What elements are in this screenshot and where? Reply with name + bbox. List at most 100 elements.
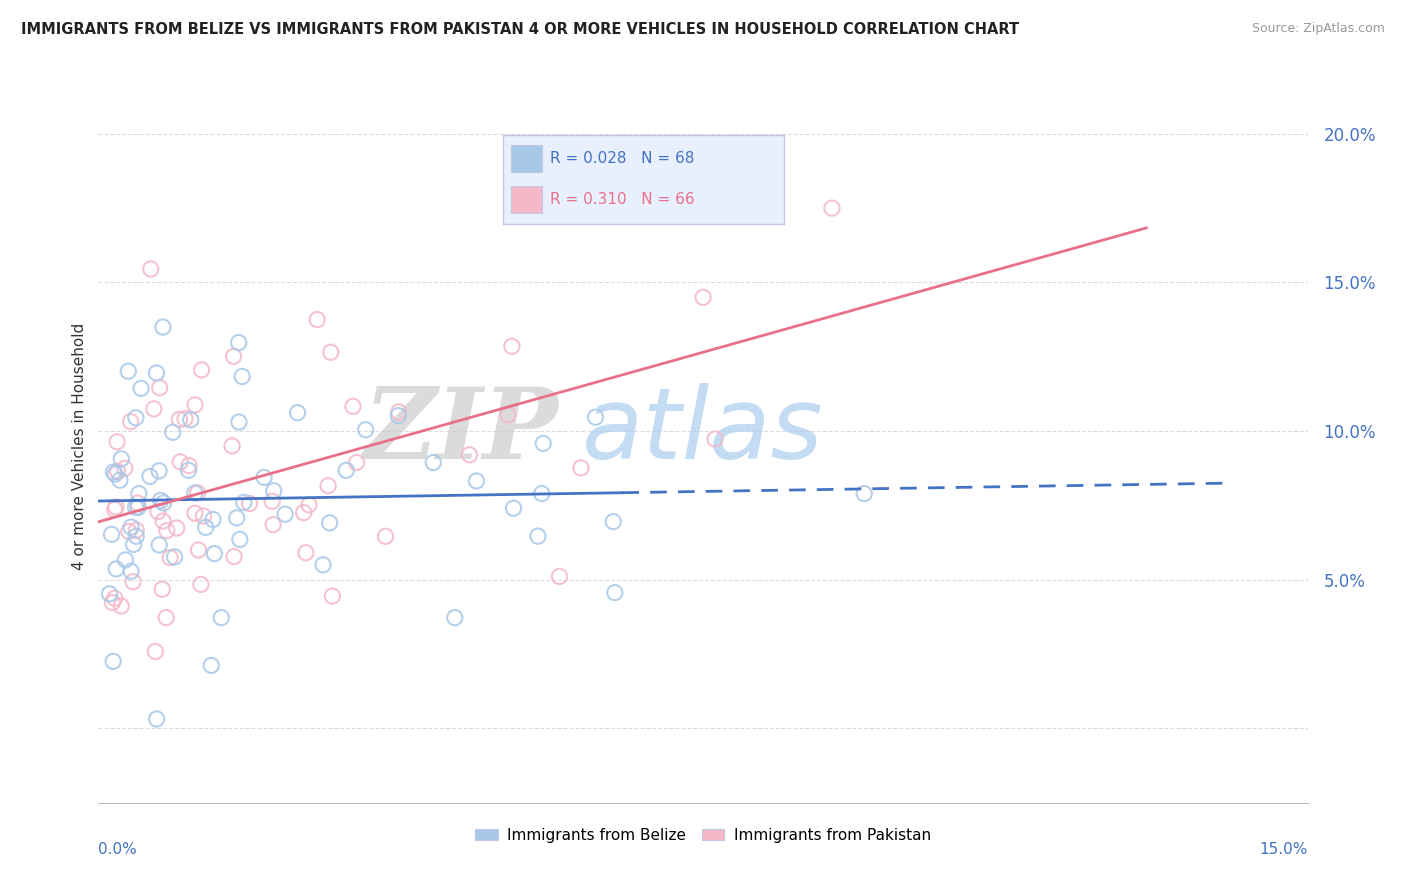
Point <box>354 423 377 437</box>
Point <box>174 411 197 425</box>
Point <box>108 473 131 487</box>
Point <box>148 464 170 478</box>
Point <box>105 500 128 514</box>
Point <box>263 483 285 498</box>
Point <box>152 514 174 528</box>
Point <box>145 644 167 658</box>
Point <box>422 456 444 470</box>
Point <box>292 506 315 520</box>
Point <box>530 486 553 500</box>
Point <box>527 529 550 543</box>
Point <box>156 524 179 538</box>
Point <box>239 496 262 510</box>
Point <box>569 461 592 475</box>
Point <box>704 432 727 446</box>
Point <box>312 558 335 572</box>
Point <box>388 405 411 419</box>
Point <box>496 408 519 422</box>
Point <box>146 504 169 518</box>
Point <box>548 569 571 583</box>
Point <box>145 712 167 726</box>
Point <box>107 465 129 479</box>
Point <box>295 546 318 560</box>
Point <box>125 523 148 537</box>
Point <box>163 549 186 564</box>
Point <box>149 381 172 395</box>
Text: Source: ZipAtlas.com: Source: ZipAtlas.com <box>1251 22 1385 36</box>
Text: R = 0.028   N = 68: R = 0.028 N = 68 <box>550 151 695 166</box>
Point <box>253 470 276 484</box>
Point <box>114 553 136 567</box>
Point <box>177 463 200 477</box>
Point <box>120 564 142 578</box>
Point <box>209 610 232 624</box>
Point <box>152 496 174 510</box>
Point <box>316 479 339 493</box>
Point <box>821 201 844 215</box>
Point <box>169 412 191 426</box>
Point <box>177 458 200 473</box>
Point <box>110 451 132 466</box>
Point <box>603 585 626 599</box>
Point <box>201 512 224 526</box>
Point <box>229 533 252 547</box>
Point <box>232 495 254 509</box>
Point <box>180 413 202 427</box>
Point <box>152 320 174 334</box>
Point <box>125 529 148 543</box>
Point <box>117 364 139 378</box>
Point <box>142 401 165 416</box>
Point <box>187 486 209 500</box>
Point <box>150 582 173 597</box>
Point <box>222 549 245 564</box>
Point <box>184 506 207 520</box>
Point <box>122 537 145 551</box>
Point <box>342 400 364 414</box>
Point <box>145 366 167 380</box>
Point <box>162 425 184 440</box>
Point <box>221 439 243 453</box>
Point <box>298 498 321 512</box>
Bar <box>512 145 541 172</box>
Point <box>374 529 396 543</box>
Point <box>387 409 409 423</box>
Point <box>129 381 152 395</box>
Point <box>118 524 141 539</box>
Point <box>122 574 145 589</box>
Point <box>335 463 357 477</box>
Point <box>184 486 207 500</box>
Point <box>458 448 481 462</box>
Legend: Immigrants from Belize, Immigrants from Pakistan: Immigrants from Belize, Immigrants from … <box>470 822 936 848</box>
Point <box>346 456 368 470</box>
Point <box>104 467 127 481</box>
Point <box>200 658 222 673</box>
Point <box>155 610 177 624</box>
Point <box>105 434 128 449</box>
Point <box>228 415 250 429</box>
Point <box>159 550 181 565</box>
Point <box>190 577 212 591</box>
Point <box>318 516 340 530</box>
Point <box>465 474 488 488</box>
Point <box>114 461 136 475</box>
Point <box>190 363 212 377</box>
Point <box>148 538 170 552</box>
Point <box>502 501 524 516</box>
Point <box>187 543 209 558</box>
Point <box>204 547 226 561</box>
Point <box>307 312 329 326</box>
Point <box>321 589 343 603</box>
Point <box>149 493 172 508</box>
Point <box>231 369 253 384</box>
Text: ZIP: ZIP <box>363 384 558 480</box>
Point <box>120 520 142 534</box>
Point <box>127 500 149 515</box>
Point <box>262 494 284 508</box>
Point <box>853 486 876 500</box>
Point <box>228 335 250 350</box>
Text: IMMIGRANTS FROM BELIZE VS IMMIGRANTS FROM PAKISTAN 4 OR MORE VEHICLES IN HOUSEHO: IMMIGRANTS FROM BELIZE VS IMMIGRANTS FRO… <box>21 22 1019 37</box>
Point <box>692 290 714 304</box>
Text: atlas: atlas <box>582 384 824 480</box>
Point <box>169 455 191 469</box>
Point <box>274 507 297 521</box>
